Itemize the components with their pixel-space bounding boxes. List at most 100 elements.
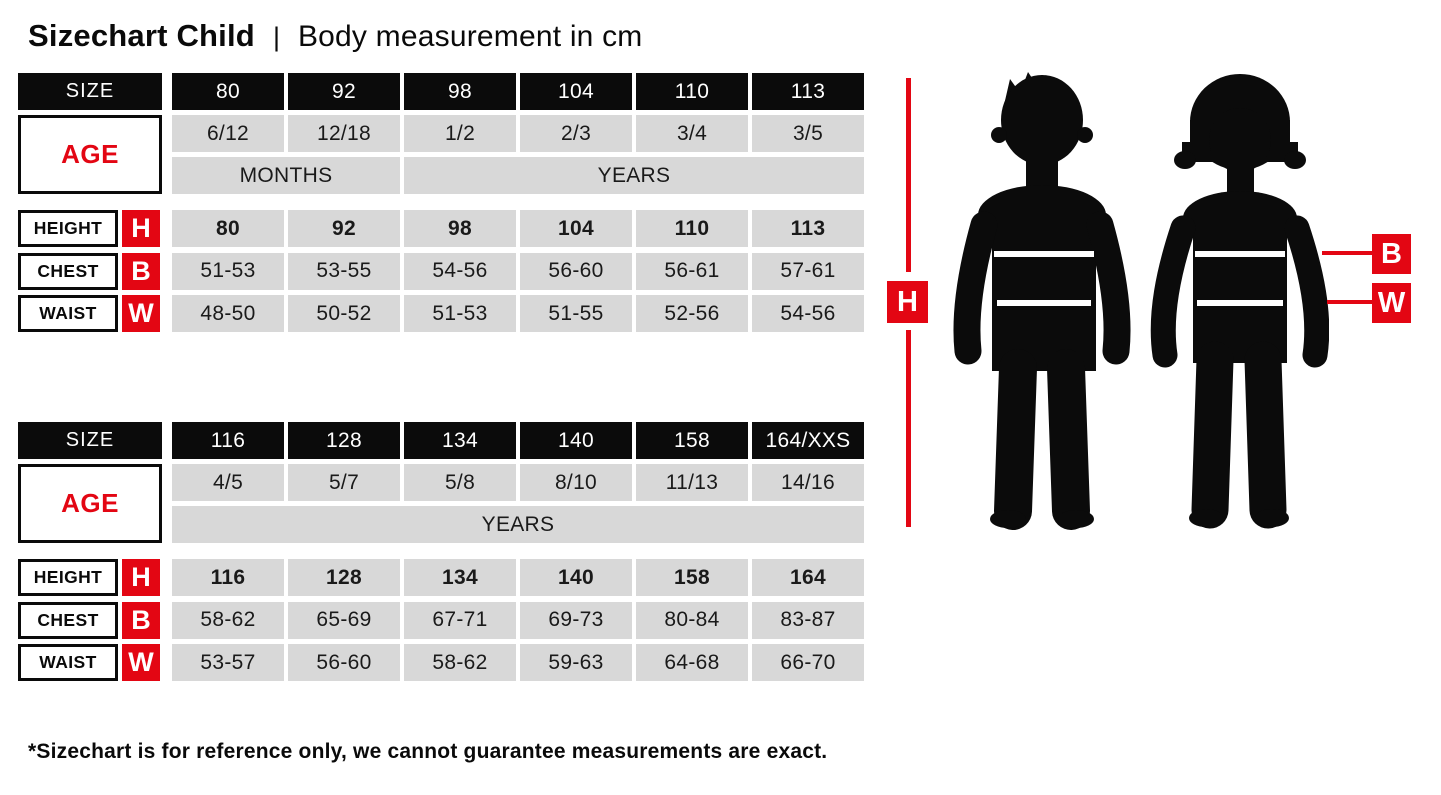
- size-cell: 113: [752, 73, 864, 110]
- value-cell: 54-56: [404, 252, 516, 290]
- age-cell: 4/5: [172, 464, 284, 501]
- girl-chest-line: [1195, 251, 1285, 257]
- value-cell: 52-56: [636, 295, 748, 332]
- value-cell: 64-68: [636, 644, 748, 681]
- age-unit-cells: YEARS: [172, 506, 868, 543]
- height-measure-line-top: [906, 78, 911, 272]
- value-cell: 67-71: [404, 601, 516, 639]
- age-cell: 1/2: [404, 115, 516, 152]
- size-header: SIZE: [18, 422, 162, 459]
- measurement-rows: HEIGHT H 116 128 134 140 158 164 CHEST B 58-62 65-6…: [18, 559, 870, 681]
- measurement-row: HEIGHT H 116 128 134 140 158 164: [18, 559, 870, 596]
- value-cell: 51-55: [520, 295, 632, 332]
- page-title: Sizechart Child | Body measurement in cm: [28, 18, 643, 54]
- measurement-label: HEIGHT: [18, 210, 118, 247]
- boy-silhouette-icon: [953, 72, 1131, 530]
- measurement-row: WAIST W 53-57 56-60 58-62 59-63 64-68 66-70: [18, 644, 870, 681]
- value-cell: 69-73: [520, 601, 632, 639]
- value-cell: 140: [520, 559, 632, 596]
- value-cell: 104: [520, 210, 632, 247]
- measurement-label: CHEST: [18, 601, 118, 639]
- value-cell: 158: [636, 559, 748, 596]
- girl-silhouette-icon: [1150, 74, 1329, 529]
- size-cell: 92: [288, 73, 400, 110]
- age-unit-cells: MONTHS YEARS: [172, 157, 868, 194]
- value-cell: 92: [288, 210, 400, 247]
- size-cells: 80 92 98 104 110 113: [172, 73, 868, 110]
- girl-waist-line: [1197, 300, 1283, 306]
- value-cell: 53-57: [172, 644, 284, 681]
- measurement-row: HEIGHT H 80 92 98 104 110 113: [18, 210, 870, 247]
- size-cell: 104: [520, 73, 632, 110]
- size-row: SIZE 116 128 134 140 158 164/XXS: [18, 422, 870, 459]
- age-values: 4/5 5/7 5/8 8/10 11/13 14/16 YEARS: [172, 464, 868, 543]
- value-cell: 56-60: [520, 252, 632, 290]
- sizechart-table-small-sizes: SIZE 80 92 98 104 110 113 AGE 6/12 12/18 1/2 2/3…: [18, 73, 870, 338]
- value-cell: 48-50: [172, 295, 284, 332]
- measurement-rows: HEIGHT H 80 92 98 104 110 113 CHEST B 51-53 53-55 54…: [18, 210, 870, 332]
- title-subtitle: Body measurement in cm: [297, 20, 643, 53]
- age-cell: 3/4: [636, 115, 748, 152]
- title-main: Sizechart Child: [28, 18, 255, 53]
- size-cell: 128: [288, 422, 400, 459]
- value-cell: 50-52: [288, 295, 400, 332]
- age-cells: 6/12 12/18 1/2 2/3 3/4 3/5: [172, 115, 868, 152]
- age-cell: 3/5: [752, 115, 864, 152]
- boy-waist-line: [997, 300, 1091, 306]
- value-cell: 80-84: [636, 601, 748, 639]
- size-cell: 140: [520, 422, 632, 459]
- measurement-label: CHEST: [18, 252, 118, 290]
- waist-marker-badge: W: [1372, 283, 1411, 323]
- age-cell: 12/18: [288, 115, 400, 152]
- value-cell: 66-70: [752, 644, 864, 681]
- age-label: AGE: [18, 464, 162, 543]
- age-unit-cell: MONTHS: [172, 157, 400, 194]
- disclaimer-note: *Sizechart is for reference only, we can…: [28, 740, 828, 763]
- value-cell: 80: [172, 210, 284, 247]
- measurement-marker-badge: W: [122, 295, 160, 332]
- value-cell: 128: [288, 559, 400, 596]
- value-cell: 83-87: [752, 601, 864, 639]
- age-cell: 14/16: [752, 464, 864, 501]
- age-block: AGE 4/5 5/7 5/8 8/10 11/13 14/16 YEARS: [18, 464, 870, 543]
- value-cell: 59-63: [520, 644, 632, 681]
- value-cell: 134: [404, 559, 516, 596]
- height-measure-line-bottom: [906, 330, 911, 527]
- value-cell: 116: [172, 559, 284, 596]
- age-cell: 2/3: [520, 115, 632, 152]
- age-cell: 6/12: [172, 115, 284, 152]
- age-cell: 11/13: [636, 464, 748, 501]
- size-cell: 134: [404, 422, 516, 459]
- age-cell: 5/7: [288, 464, 400, 501]
- measurement-label: WAIST: [18, 295, 118, 332]
- size-cell: 80: [172, 73, 284, 110]
- measurement-marker-badge: H: [122, 559, 160, 596]
- value-cell: 56-60: [288, 644, 400, 681]
- chest-marker-badge: B: [1372, 234, 1411, 274]
- age-unit-cell: YEARS: [404, 157, 864, 194]
- value-cell: 58-62: [404, 644, 516, 681]
- value-cell: 65-69: [288, 601, 400, 639]
- measurement-marker-badge: B: [122, 601, 160, 639]
- size-row: SIZE 80 92 98 104 110 113: [18, 73, 870, 110]
- sizechart-table-large-sizes: SIZE 116 128 134 140 158 164/XXS AGE 4/5 5/7 5/…: [18, 422, 870, 687]
- measurement-marker-badge: W: [122, 644, 160, 681]
- age-cells: 4/5 5/7 5/8 8/10 11/13 14/16: [172, 464, 868, 501]
- measurement-label: WAIST: [18, 644, 118, 681]
- age-block: AGE 6/12 12/18 1/2 2/3 3/4 3/5 MONTHS YEARS: [18, 115, 870, 194]
- measurement-row: CHEST B 51-53 53-55 54-56 56-60 56-61 57-61: [18, 252, 870, 290]
- measurement-row: WAIST W 48-50 50-52 51-53 51-55 52-56 54-56: [18, 295, 870, 332]
- waist-pointer-line: [1327, 300, 1372, 304]
- value-cell: 164: [752, 559, 864, 596]
- value-cell: 51-53: [404, 295, 516, 332]
- value-cell: 56-61: [636, 252, 748, 290]
- measurement-marker-badge: B: [122, 252, 160, 290]
- chest-pointer-line: [1322, 251, 1372, 255]
- measurement-row: CHEST B 58-62 65-69 67-71 69-73 80-84 83-87: [18, 601, 870, 639]
- value-cell: 110: [636, 210, 748, 247]
- size-cell: 164/XXS: [752, 422, 864, 459]
- value-cell: 58-62: [172, 601, 284, 639]
- size-cell: 110: [636, 73, 748, 110]
- size-header: SIZE: [18, 73, 162, 110]
- value-cell: 113: [752, 210, 864, 247]
